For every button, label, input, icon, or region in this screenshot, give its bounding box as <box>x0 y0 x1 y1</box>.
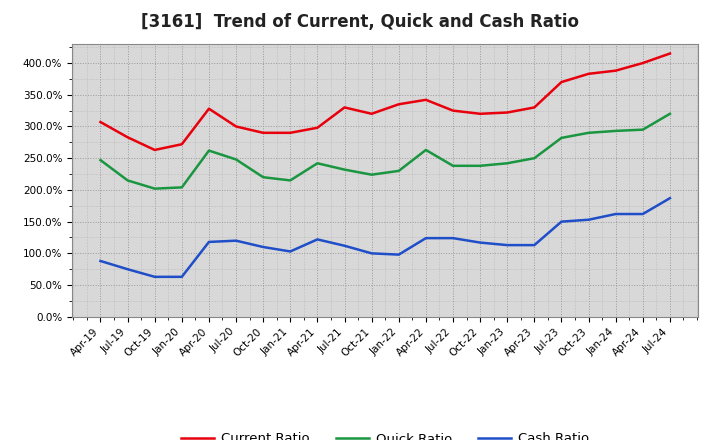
Cash Ratio <box>341 243 349 249</box>
Quick Ratio <box>503 161 511 166</box>
Current Ratio <box>476 111 485 117</box>
Cash Ratio <box>178 274 186 279</box>
Current Ratio <box>421 97 430 103</box>
Current Ratio <box>123 135 132 140</box>
Current Ratio <box>503 110 511 115</box>
Current Ratio <box>367 111 376 117</box>
Cash Ratio <box>421 235 430 241</box>
Cash Ratio <box>232 238 240 243</box>
Cash Ratio <box>395 252 403 257</box>
Quick Ratio <box>611 128 620 134</box>
Quick Ratio <box>395 168 403 173</box>
Current Ratio <box>96 119 105 125</box>
Cash Ratio <box>639 211 647 216</box>
Current Ratio <box>584 71 593 77</box>
Quick Ratio <box>557 135 566 140</box>
Quick Ratio <box>96 158 105 163</box>
Quick Ratio <box>232 157 240 162</box>
Current Ratio <box>395 102 403 107</box>
Line: Current Ratio: Current Ratio <box>101 54 670 150</box>
Cash Ratio <box>449 235 457 241</box>
Current Ratio <box>232 124 240 129</box>
Current Ratio <box>313 125 322 130</box>
Current Ratio <box>150 147 159 153</box>
Current Ratio <box>557 80 566 85</box>
Quick Ratio <box>286 178 294 183</box>
Current Ratio <box>178 142 186 147</box>
Current Ratio <box>341 105 349 110</box>
Text: [3161]  Trend of Current, Quick and Cash Ratio: [3161] Trend of Current, Quick and Cash … <box>141 13 579 31</box>
Quick Ratio <box>341 167 349 172</box>
Current Ratio <box>665 51 674 56</box>
Quick Ratio <box>367 172 376 177</box>
Cash Ratio <box>313 237 322 242</box>
Quick Ratio <box>476 163 485 169</box>
Quick Ratio <box>639 127 647 132</box>
Legend: Current Ratio, Quick Ratio, Cash Ratio: Current Ratio, Quick Ratio, Cash Ratio <box>176 427 594 440</box>
Quick Ratio <box>204 148 213 153</box>
Current Ratio <box>611 68 620 73</box>
Line: Quick Ratio: Quick Ratio <box>101 114 670 189</box>
Current Ratio <box>286 130 294 136</box>
Cash Ratio <box>204 239 213 245</box>
Quick Ratio <box>421 147 430 153</box>
Cash Ratio <box>611 211 620 216</box>
Current Ratio <box>204 106 213 111</box>
Cash Ratio <box>665 195 674 201</box>
Cash Ratio <box>584 217 593 222</box>
Quick Ratio <box>313 161 322 166</box>
Cash Ratio <box>150 274 159 279</box>
Cash Ratio <box>503 242 511 248</box>
Quick Ratio <box>178 185 186 190</box>
Cash Ratio <box>476 240 485 245</box>
Quick Ratio <box>123 178 132 183</box>
Current Ratio <box>259 130 268 136</box>
Quick Ratio <box>584 130 593 136</box>
Cash Ratio <box>557 219 566 224</box>
Current Ratio <box>639 60 647 66</box>
Quick Ratio <box>665 111 674 117</box>
Cash Ratio <box>96 258 105 264</box>
Cash Ratio <box>286 249 294 254</box>
Quick Ratio <box>449 163 457 169</box>
Quick Ratio <box>150 186 159 191</box>
Cash Ratio <box>123 267 132 272</box>
Cash Ratio <box>259 244 268 249</box>
Cash Ratio <box>367 251 376 256</box>
Current Ratio <box>449 108 457 113</box>
Line: Cash Ratio: Cash Ratio <box>101 198 670 277</box>
Cash Ratio <box>530 242 539 248</box>
Current Ratio <box>530 105 539 110</box>
Quick Ratio <box>530 156 539 161</box>
Quick Ratio <box>259 175 268 180</box>
